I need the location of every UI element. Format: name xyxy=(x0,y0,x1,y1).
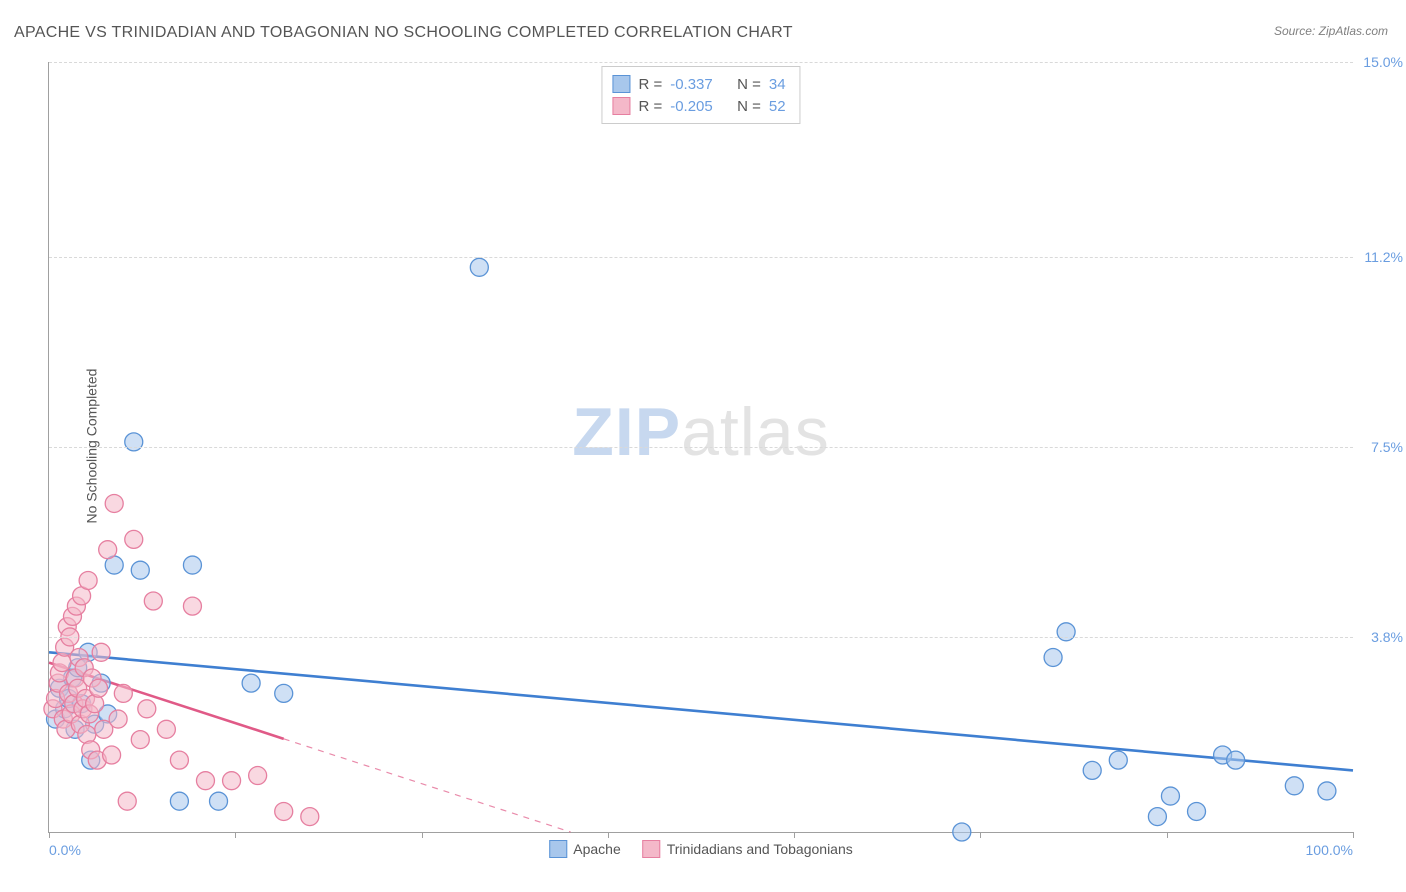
data-point xyxy=(144,592,162,610)
data-point xyxy=(125,433,143,451)
x-tick-mark xyxy=(794,832,795,838)
y-tick-label: 15.0% xyxy=(1359,54,1403,70)
data-point xyxy=(196,772,214,790)
source-label: Source: ZipAtlas.com xyxy=(1274,24,1388,38)
gridline xyxy=(49,257,1353,258)
x-tick-mark xyxy=(1353,832,1354,838)
data-point xyxy=(1188,802,1206,820)
stat-box: R = -0.337 N = 34 R = -0.205 N = 52 xyxy=(601,66,800,124)
n-label: N = xyxy=(737,76,761,93)
x-tick-label: 100.0% xyxy=(1306,842,1353,858)
data-point xyxy=(183,556,201,574)
n-value-trinidad: 52 xyxy=(769,98,786,115)
data-point xyxy=(1083,761,1101,779)
x-tick-mark xyxy=(49,832,50,838)
x-tick-mark xyxy=(235,832,236,838)
data-point xyxy=(249,767,267,785)
chart-container: APACHE VS TRINIDADIAN AND TOBAGONIAN NO … xyxy=(0,0,1406,892)
x-tick-mark xyxy=(608,832,609,838)
data-point xyxy=(183,597,201,615)
data-point xyxy=(210,792,228,810)
gridline xyxy=(49,447,1353,448)
legend-bottom: Apache Trinidadians and Tobagonians xyxy=(549,840,853,858)
legend-item-apache: Apache xyxy=(549,840,620,858)
gridline xyxy=(49,637,1353,638)
data-point xyxy=(1227,751,1245,769)
legend-item-trinidad: Trinidadians and Tobagonians xyxy=(643,840,853,858)
legend-swatch-trinidad xyxy=(643,840,661,858)
data-point xyxy=(99,541,117,559)
data-point xyxy=(242,674,260,692)
legend-label-apache: Apache xyxy=(573,841,620,857)
data-point xyxy=(131,731,149,749)
n-value-apache: 34 xyxy=(769,76,786,93)
data-point xyxy=(1044,648,1062,666)
data-point xyxy=(103,746,121,764)
swatch-apache xyxy=(612,75,630,93)
data-point xyxy=(1109,751,1127,769)
data-point xyxy=(953,823,971,841)
data-point xyxy=(92,643,110,661)
r-value-apache: -0.337 xyxy=(670,76,713,93)
data-point xyxy=(1057,623,1075,641)
data-point xyxy=(138,700,156,718)
gridline xyxy=(49,62,1353,63)
r-value-trinidad: -0.205 xyxy=(670,98,713,115)
data-point xyxy=(131,561,149,579)
data-point xyxy=(157,720,175,738)
y-tick-label: 7.5% xyxy=(1359,439,1403,455)
data-point xyxy=(1148,808,1166,826)
legend-label-trinidad: Trinidadians and Tobagonians xyxy=(667,841,853,857)
n-label: N = xyxy=(737,98,761,115)
data-point xyxy=(170,792,188,810)
data-point xyxy=(118,792,136,810)
data-point xyxy=(275,802,293,820)
x-tick-mark xyxy=(1167,832,1168,838)
data-point xyxy=(223,772,241,790)
data-point xyxy=(275,684,293,702)
data-point xyxy=(79,571,97,589)
regression-line xyxy=(49,652,1353,770)
data-point xyxy=(125,530,143,548)
stat-row-apache: R = -0.337 N = 34 xyxy=(612,73,785,95)
legend-swatch-apache xyxy=(549,840,567,858)
y-tick-label: 11.2% xyxy=(1359,249,1403,265)
r-label: R = xyxy=(638,98,662,115)
x-tick-mark xyxy=(422,832,423,838)
chart-title: APACHE VS TRINIDADIAN AND TOBAGONIAN NO … xyxy=(14,24,793,42)
data-point xyxy=(1285,777,1303,795)
data-point xyxy=(1318,782,1336,800)
data-point xyxy=(105,494,123,512)
data-point xyxy=(109,710,127,728)
data-point xyxy=(90,679,108,697)
stat-row-trinidad: R = -0.205 N = 52 xyxy=(612,95,785,117)
x-tick-label: 0.0% xyxy=(49,842,81,858)
data-point xyxy=(470,258,488,276)
r-label: R = xyxy=(638,76,662,93)
plot-area: ZIPatlas R = -0.337 N = 34 R = -0.205 N … xyxy=(48,62,1353,833)
swatch-trinidad xyxy=(612,97,630,115)
x-tick-mark xyxy=(980,832,981,838)
data-point xyxy=(114,684,132,702)
data-point xyxy=(170,751,188,769)
data-point xyxy=(1161,787,1179,805)
data-point xyxy=(301,808,319,826)
regression-line xyxy=(284,739,571,832)
y-tick-label: 3.8% xyxy=(1359,629,1403,645)
